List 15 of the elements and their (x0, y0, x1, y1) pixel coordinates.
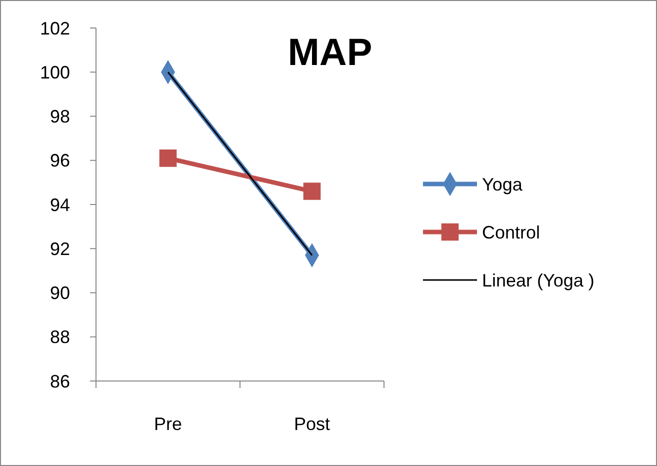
y-tick-label: 98 (50, 106, 70, 127)
y-tick-label: 86 (50, 371, 70, 392)
y-tick-label: 92 (50, 238, 70, 259)
legend-label: Control (482, 222, 540, 242)
y-tick-label: 88 (50, 327, 70, 348)
x-tick-label: Pre (154, 414, 182, 434)
y-tick-label: 94 (50, 194, 70, 215)
y-tick-label: 90 (50, 283, 70, 304)
y-tick-label: 100 (40, 62, 70, 82)
y-tick-label: 102 (40, 18, 70, 38)
chart-title: MAP (288, 32, 372, 74)
y-tick-label: 96 (50, 150, 70, 171)
legend-label: Yoga (482, 174, 524, 194)
x-tick-label: Post (294, 414, 330, 434)
legend-label: Linear (Yoga ) (482, 270, 594, 290)
